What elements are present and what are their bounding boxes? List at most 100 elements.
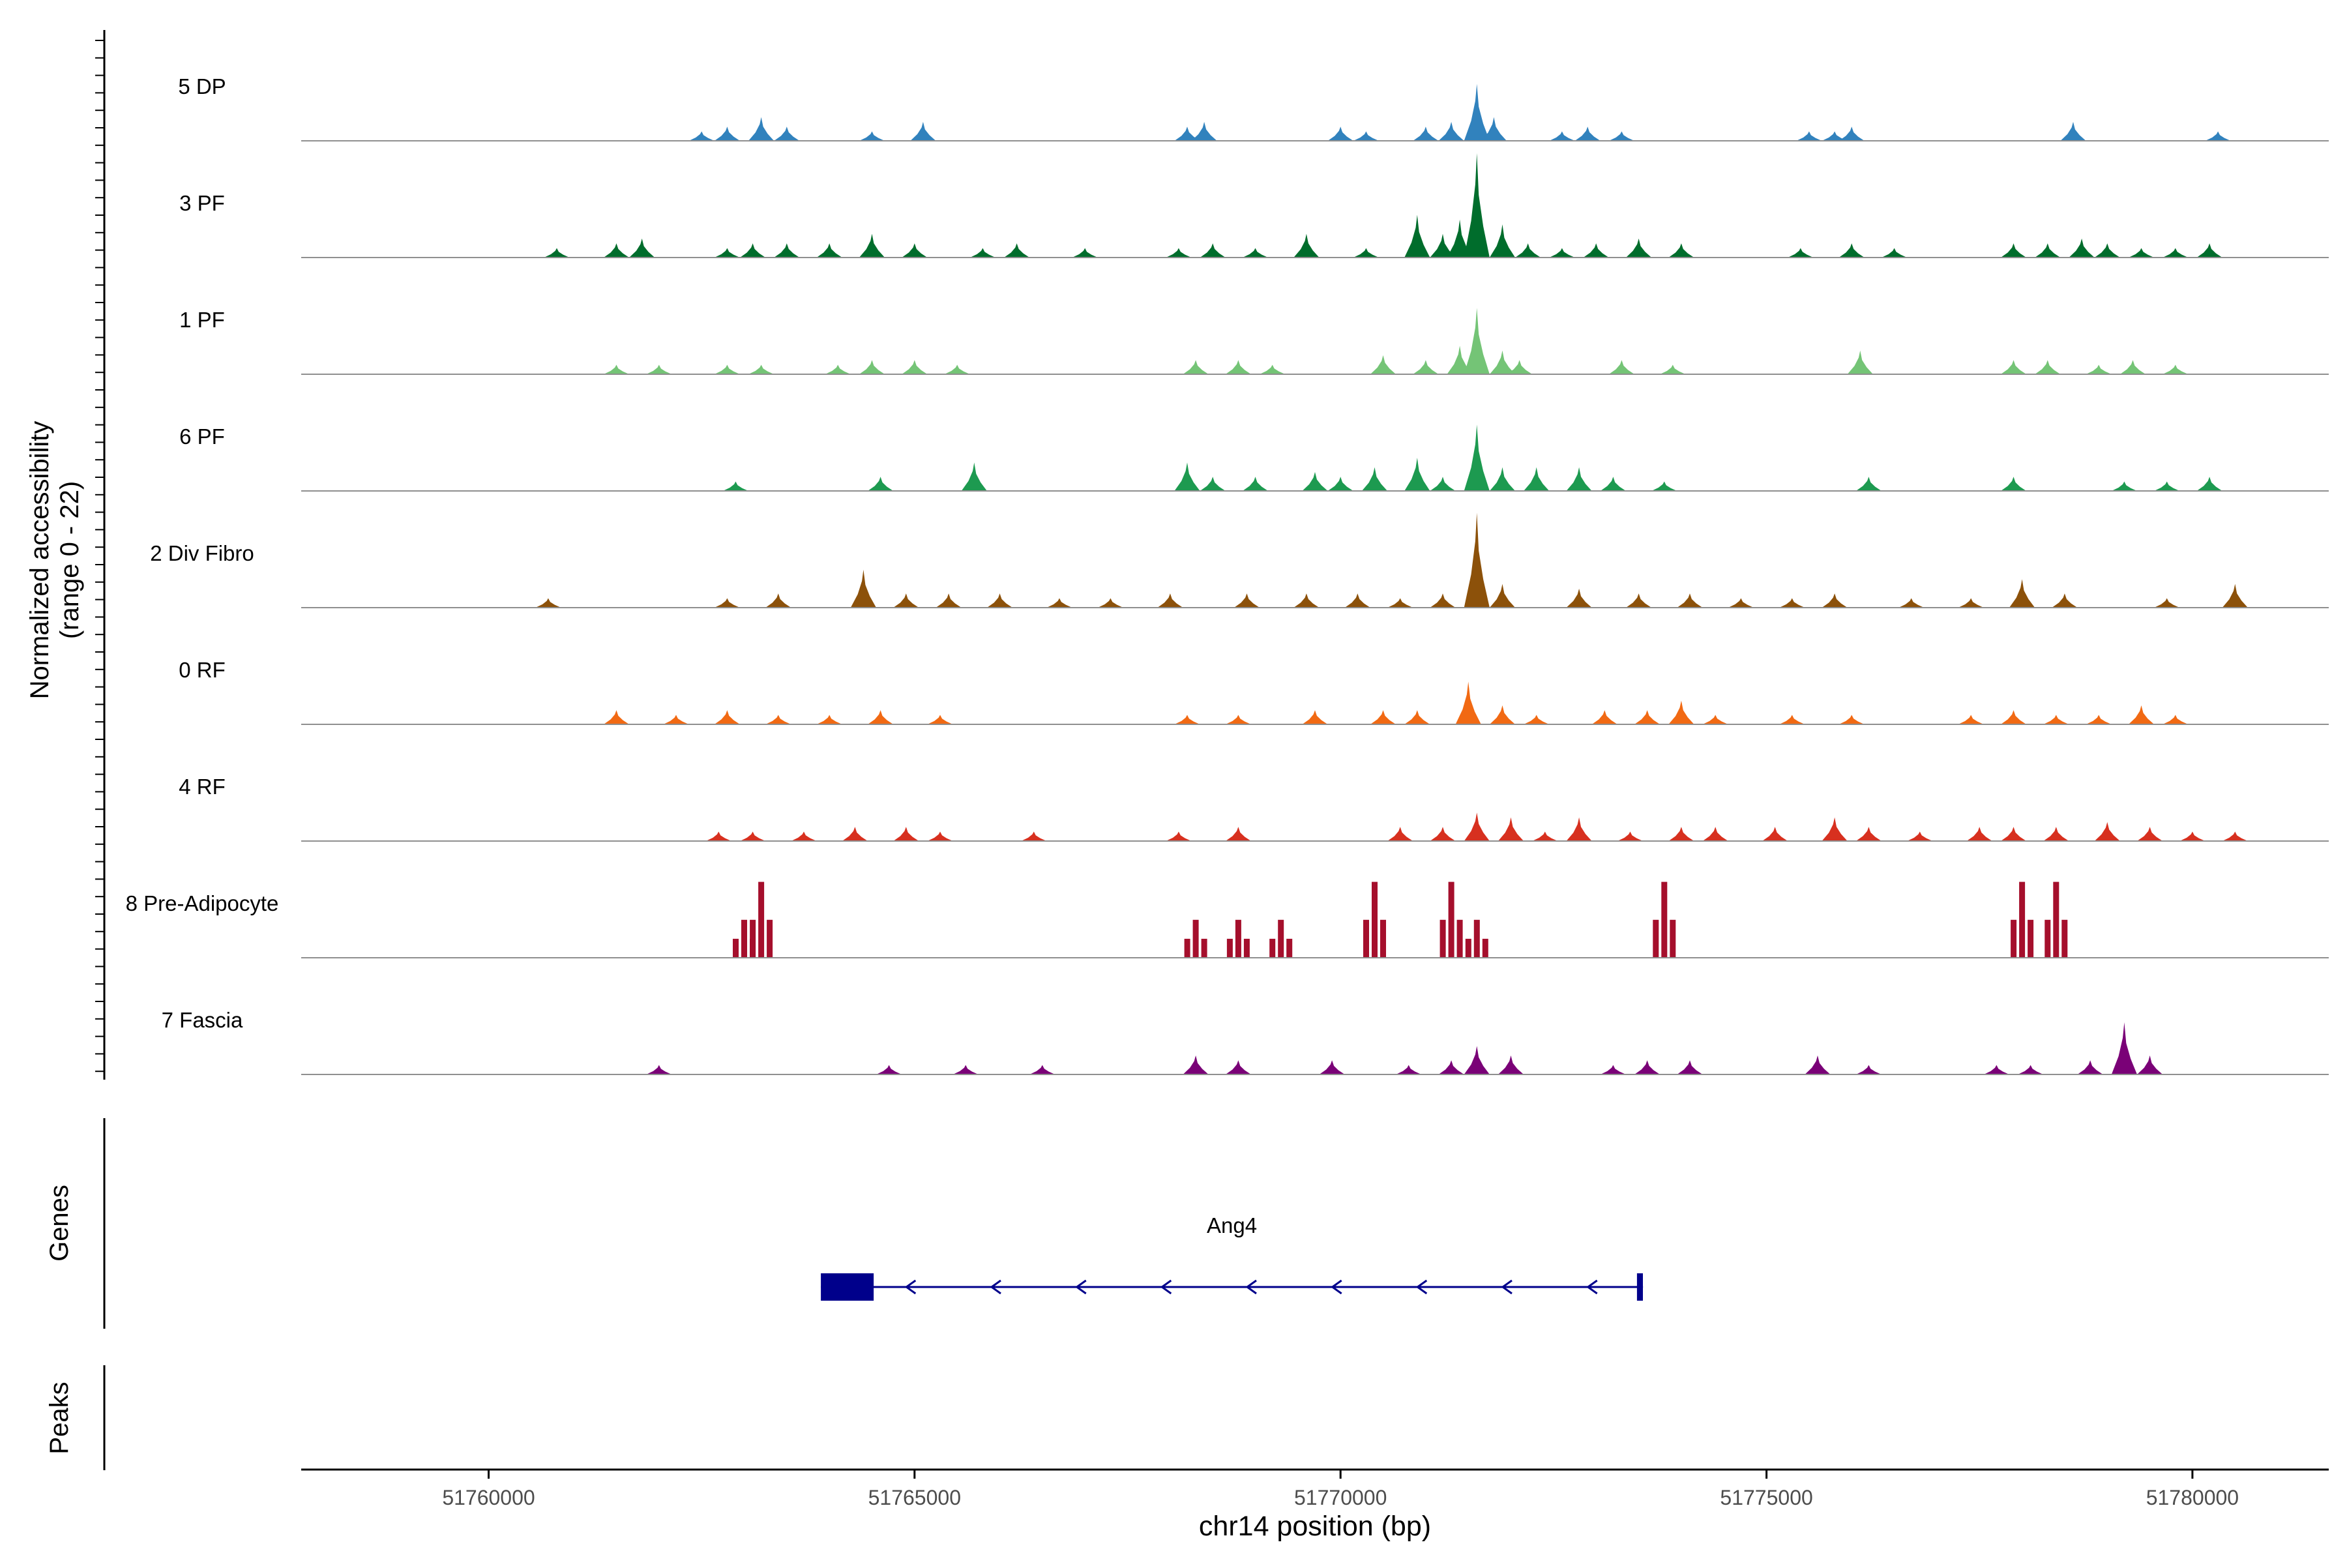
coverage-peak [646, 364, 672, 374]
coverage-peak [1361, 467, 1388, 491]
coverage-bar [758, 881, 765, 958]
coverage-peak [1634, 1060, 1661, 1074]
coverage-peak [1387, 598, 1413, 608]
coverage-peak [603, 710, 630, 724]
coverage-peak [2043, 715, 2069, 724]
coverage-peak [1464, 153, 1490, 258]
coverage-bar [1235, 919, 1241, 958]
coverage-peak [816, 715, 842, 724]
coverage-bar [1661, 881, 1668, 958]
coverage-peak [2137, 1055, 2163, 1074]
coverage-peak [714, 126, 740, 141]
coverage-peak [1004, 243, 1030, 258]
coverage-peak [1225, 1060, 1251, 1074]
coverage-peak [825, 364, 851, 374]
coverage-peak [1847, 350, 1873, 374]
coverage-peak [1702, 715, 1728, 724]
coverage-peak [1822, 131, 1848, 141]
coverage-peak [722, 481, 748, 491]
coverage-peak [961, 462, 987, 491]
coverage-peak [1464, 1046, 1490, 1074]
coverage-peak [535, 598, 561, 608]
coverage-peak [1855, 477, 1882, 491]
coverage-peak [1668, 700, 1694, 724]
coverage-peak [1882, 248, 1908, 258]
coverage-peak [1191, 121, 1217, 141]
coverage-peak [646, 1065, 672, 1074]
coverage-bar [1473, 919, 1480, 958]
coverage-peak [714, 598, 740, 608]
coverage-peak [1838, 126, 1865, 141]
coverage-peak [1327, 477, 1353, 491]
coverage-peak [1549, 248, 1575, 258]
coverage-peak [2086, 715, 2112, 724]
coverage-peak [1779, 715, 1805, 724]
coverage-peak [1370, 355, 1396, 374]
coverage-peak [1166, 831, 1192, 841]
coverage-peak [1233, 593, 1260, 608]
strand-arrow [1586, 1279, 1598, 1295]
coverage-peak [1447, 346, 1473, 374]
coverage-peak [1677, 593, 1703, 608]
coverage-peak [1822, 817, 1848, 841]
coverage-peak [2069, 238, 2095, 258]
coverage-peak [1983, 1065, 2009, 1074]
coverage-peak [2162, 248, 2189, 258]
coverage-peak [927, 715, 953, 724]
coverage-peak [1966, 827, 1992, 841]
coverage-peak [714, 364, 740, 374]
coverage-peak [1805, 1055, 1831, 1074]
coverage-peak [2018, 1065, 2044, 1074]
coverage-peak [1489, 584, 1516, 608]
coverage-peak [2000, 710, 2027, 724]
coverage-peak [1762, 827, 1788, 841]
coverage-bar [767, 919, 773, 958]
coverage-peak [1515, 243, 1541, 258]
coverage-peak [1029, 1065, 1055, 1074]
coverage-peak [2035, 243, 2061, 258]
coverage-peak [868, 710, 894, 724]
peaks-panel-label: Peaks [45, 1382, 74, 1454]
coverage-peak [714, 710, 740, 724]
coverage-peak [1796, 131, 1822, 141]
coverage-peak [1302, 471, 1328, 491]
coverage-peak [663, 715, 689, 724]
coverage-peak [1293, 233, 1320, 258]
coverage-peak [1838, 243, 1865, 258]
coverage-peak [2077, 1060, 2103, 1074]
coverage-bar [2028, 919, 2034, 958]
coverage-peak [859, 233, 885, 258]
coverage-peak [859, 360, 885, 374]
coverage-peak [2000, 827, 2027, 841]
coverage-peak [1174, 462, 1200, 491]
coverage-peak [1549, 131, 1575, 141]
x-tick-label: 51780000 [2146, 1486, 2239, 1509]
coverage-peak [2222, 831, 2248, 841]
coverage-peak [1481, 117, 1507, 141]
coverage-bar [1243, 938, 1250, 958]
coverage-peak [1958, 715, 1984, 724]
coverage-peak [1617, 831, 1644, 841]
coverage-bar [1653, 919, 1659, 958]
coverage-peak [1608, 131, 1634, 141]
coverage-peak [2119, 360, 2146, 374]
coverage-peak [1097, 598, 1123, 608]
coverage-peak [2162, 364, 2189, 374]
coverage-peak [629, 238, 655, 258]
coverage-peak [1302, 710, 1328, 724]
coverage-bar [1226, 938, 1233, 958]
coverage-peak [816, 243, 842, 258]
coverage-peak [902, 243, 928, 258]
coverage-peak [2154, 598, 2180, 608]
track-label: 6 PF [179, 424, 225, 449]
coverage-peak [2111, 481, 2137, 491]
coverage-peak [850, 569, 876, 608]
coverage-peak [1651, 481, 1677, 491]
coverage-peak [1507, 360, 1533, 374]
coverage-peak [1438, 121, 1464, 141]
coverage-peak [1626, 238, 1652, 258]
coverage-peak [1166, 248, 1192, 258]
coverage-peak [1387, 827, 1413, 841]
coverage-peak [1464, 308, 1490, 374]
coverage-bar [1448, 881, 1454, 958]
